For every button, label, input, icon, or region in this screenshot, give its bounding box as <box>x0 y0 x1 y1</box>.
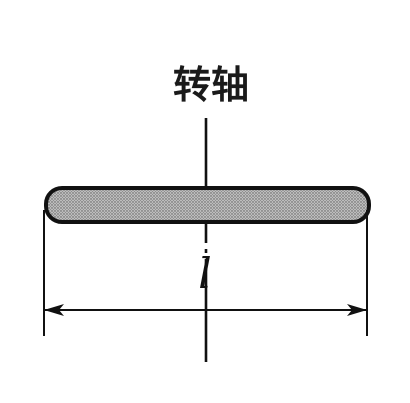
length-label: l <box>198 249 211 298</box>
rod <box>44 186 371 224</box>
axis-label: 转轴 <box>173 63 249 107</box>
